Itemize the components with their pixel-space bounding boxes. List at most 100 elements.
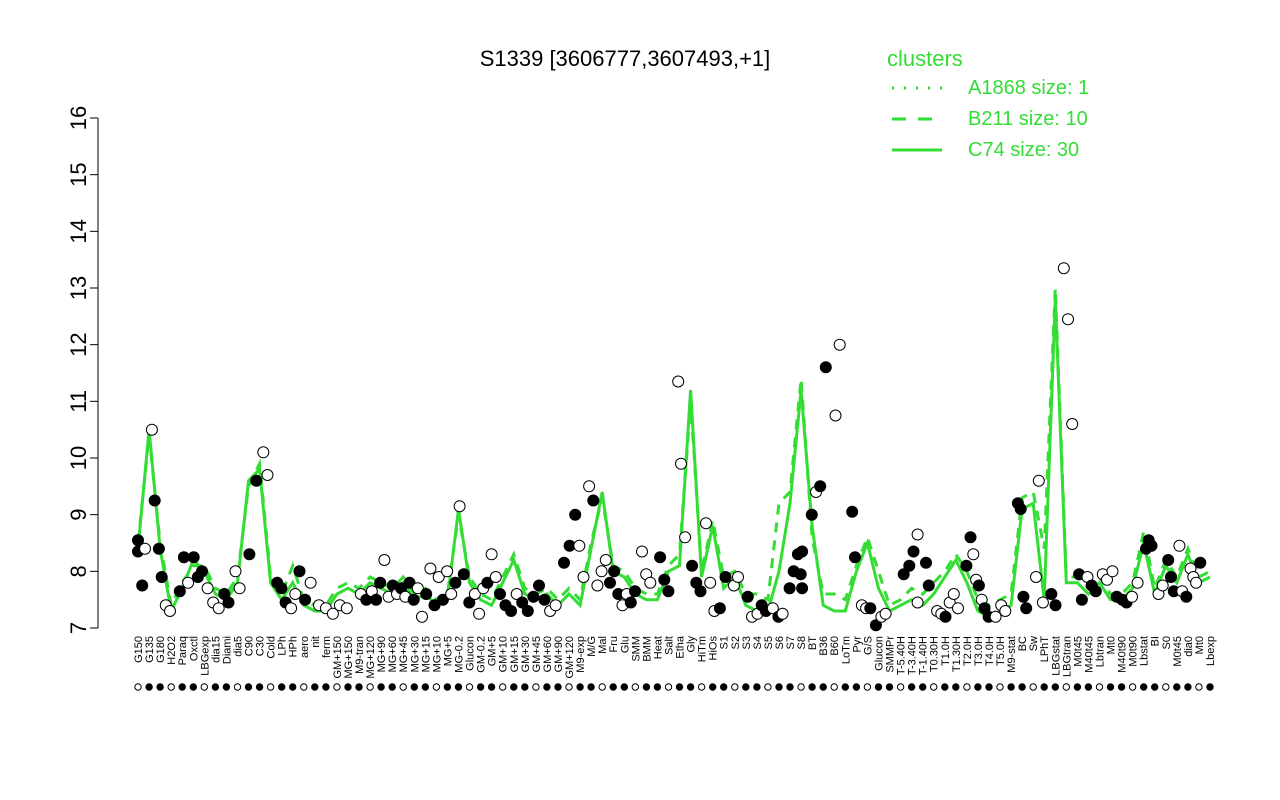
x-rug-marker [1095,683,1104,691]
x-category-label: BT [807,636,819,650]
data-point-filled [922,579,935,592]
data-point-filled [713,602,726,615]
data-point-open [441,565,454,578]
data-point-open [326,607,339,620]
x-category-label: M0t45 [1172,636,1184,667]
x-rug-marker [432,683,441,691]
x-rug-marker [211,683,220,691]
x-category-label: MG+45 [398,636,410,672]
x-category-label: S4 [752,636,764,649]
x-category-label: M/G [586,636,598,657]
x-category-label: S8 [796,636,808,649]
x-category-label: Glucon [874,636,886,671]
data-point-open [1057,262,1070,275]
x-rug-marker [930,683,938,691]
x-category-label: T1.30H [951,636,963,672]
data-point-filled [1049,599,1062,612]
x-rug-marker [1073,683,1082,691]
data-point-filled [533,579,545,592]
x-rug-marker [388,683,396,691]
data-point-filled [1014,503,1027,515]
data-point-filled [505,605,518,617]
data-point-filled [1020,602,1033,615]
x-rug-marker [1106,683,1115,691]
data-point-open [829,409,842,422]
data-point-open [549,599,562,612]
x-rug-marker [222,683,231,691]
data-point-open [952,602,964,615]
x-category-label: Salt [664,636,676,655]
x-rug-marker [797,683,805,691]
data-point-filled [403,576,416,589]
data-point-filled [1045,588,1058,600]
data-point-filled [1194,556,1207,569]
y-tick-label: 9 [66,509,91,521]
data-point-filled [1089,585,1102,598]
data-point-filled [152,542,165,555]
x-category-label: LPhT [1039,636,1051,663]
x-category-label: Glucon [465,636,477,671]
x-category-label: GM+15 [509,636,521,672]
x-category-label: BC [1017,636,1029,651]
x-category-label: Fru [608,636,620,653]
x-category-label: S0 [1161,636,1173,649]
data-point-open [468,588,481,600]
data-point-filled [587,494,600,507]
x-rug-marker [1018,683,1026,691]
x-rug-marker [742,683,750,691]
x-rug-marker [1051,683,1060,691]
x-category-label: dia0 [1183,636,1195,657]
data-points [132,262,1207,632]
x-rug-marker [609,683,617,691]
data-point-filled [624,596,637,609]
data-point-open [700,517,712,530]
data-point-open [164,605,176,617]
x-rug-marker [576,683,584,691]
x-rug-marker [443,683,452,691]
x-category-label: G135 [144,636,156,663]
data-point-open [947,588,960,600]
data-point-open [1173,539,1186,552]
data-point-filled [1162,554,1175,566]
x-category-label: Glu [619,636,631,653]
x-category-label: MG+10 [431,636,443,672]
data-point-open [445,588,458,600]
data-point-open [489,571,502,583]
x-rug-marker [255,683,264,691]
x-category-label: M9-tran [354,636,366,674]
x-rug-marker [543,683,551,691]
x-category-label: GM+45 [531,636,543,672]
x-rug-marker [200,683,209,691]
data-point-filled [604,576,616,589]
x-category-label: Lbtran [1095,636,1107,667]
x-category-label: MG+90 [376,636,388,672]
x-rug-marker [852,683,861,691]
x-rug-marker [1195,683,1203,691]
data-point-open [679,531,692,544]
y-tick-label: 15 [66,162,91,186]
x-rug-marker [399,683,407,691]
x-category-label: Etha [675,635,687,659]
data-point-open [453,500,466,513]
x-rug-marker [278,683,286,691]
x-category-label: LBGstat [1050,636,1062,676]
x-rug-marker [554,683,562,691]
y-tick-label: 7 [66,622,91,634]
x-category-label: LBGexp [199,636,211,676]
x-rug-marker [631,683,639,691]
x-category-label: GM+90 [553,636,565,672]
data-point-open [139,542,151,555]
data-point-filled [907,545,920,558]
data-point-filled [1017,590,1030,603]
data-point-filled [293,565,306,578]
x-category-label: GM+120 [564,636,576,679]
data-point-open [416,610,428,623]
x-rug-marker [686,683,695,691]
x-category-label: aero [299,636,311,658]
data-point-filled [243,548,256,561]
x-category-label: GM+150 [332,636,344,679]
data-point-filled [275,582,288,595]
x-rug-marker [487,683,496,691]
x-category-label: MG+30 [409,636,421,672]
x-axis: G150 G135 G180 H2O2 Paraq Oxctl LBGexp dia15 Dia… [133,635,1217,691]
